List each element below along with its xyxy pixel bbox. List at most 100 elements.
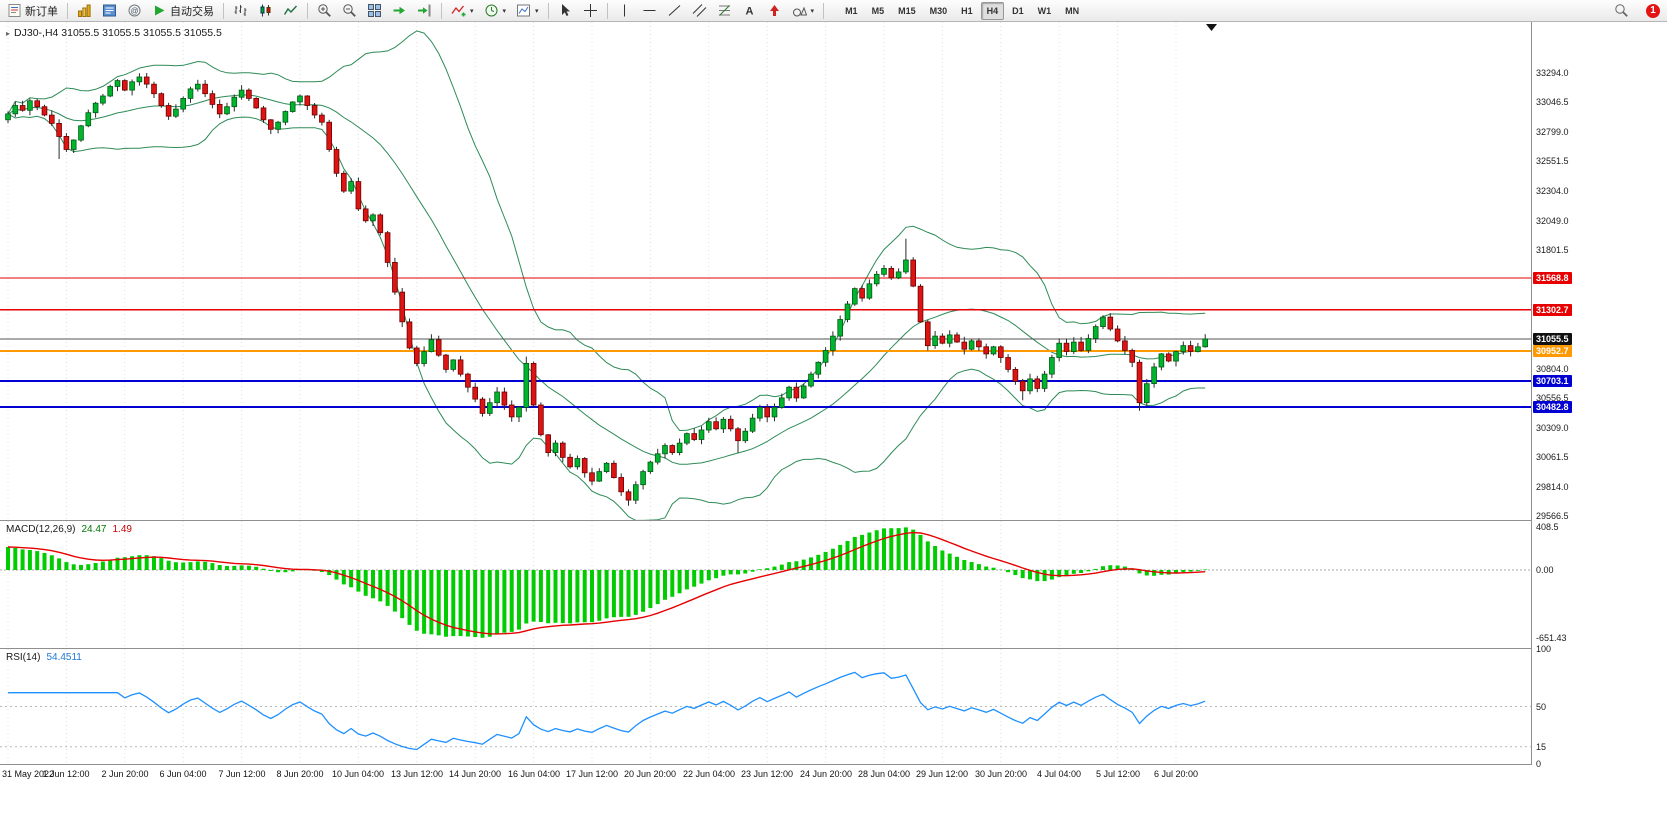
shapes-icon [792, 6, 807, 17]
cursor-icon [561, 4, 570, 16]
trendline-button[interactable] [663, 1, 686, 21]
timeframe-button-h4[interactable]: H4 [980, 1, 1005, 20]
notification-badge[interactable]: 1 [1646, 3, 1660, 18]
cursor-button[interactable] [554, 1, 577, 21]
panel-resize-separator[interactable] [0, 764, 1667, 765]
timeframe-button-d1[interactable]: D1 [1006, 2, 1030, 20]
svg-text:@: @ [130, 7, 138, 16]
chart-title: ▸ DJ30-,H4 31055.5 31055.5 31055.5 31055… [6, 27, 222, 39]
zoom-out-button[interactable] [338, 1, 361, 21]
macd-axis-label: 0.00 [1536, 565, 1554, 575]
macd-axis-label: 408.5 [1536, 522, 1559, 532]
time-axis-label: 5 Jul 12:00 [1095, 769, 1141, 779]
time-axis-label: 8 Jun 20:00 [276, 769, 324, 779]
templates-button[interactable]: ▾ [512, 1, 543, 21]
clock-icon [485, 4, 498, 17]
horizontal-price-lines [0, 277, 1531, 409]
time-axis-label: 23 Jun 12:00 [740, 769, 794, 779]
timeframe-button-w1[interactable]: W1 [1032, 2, 1058, 20]
tile-windows-button[interactable] [363, 1, 386, 21]
auto-trading-button[interactable]: 自动交易 [148, 1, 218, 21]
template-icon [517, 4, 531, 17]
chart-window: ▸ DJ30-,H4 31055.5 31055.5 31055.5 31055… [0, 22, 1667, 829]
horizontal-line-button[interactable] [638, 1, 661, 21]
toolbar-separator [223, 2, 224, 19]
price-axis-label: 32304.0 [1536, 186, 1569, 196]
toolbar-separator [441, 2, 442, 19]
toolbar-separator [547, 2, 549, 19]
new-order-button[interactable]: 新订单 [3, 1, 62, 21]
fibonacci-button[interactable] [713, 1, 736, 21]
chevron-down-icon: ▾ [502, 7, 507, 15]
text-button[interactable]: A [738, 1, 761, 21]
channel-button[interactable] [688, 1, 711, 21]
price-axis-label: 29566.5 [1536, 511, 1569, 521]
price-axis-label: 29814.0 [1536, 482, 1569, 492]
crosshair-icon [583, 4, 597, 17]
timeframe-button-m5[interactable]: M5 [866, 2, 891, 20]
macd-indicator-name: MACD(12,26,9) [6, 524, 76, 535]
zoom-out-icon [343, 4, 356, 17]
new-order-icon [8, 4, 21, 17]
price-axis-label: 33294.0 [1536, 68, 1569, 78]
timeframe-button-h1[interactable]: H1 [955, 2, 979, 20]
shapes-button[interactable]: ▾ [788, 1, 819, 21]
time-axis-label: 13 Jun 12:00 [390, 769, 444, 779]
timeframe-button-mn[interactable]: MN [1059, 2, 1085, 20]
timeframe-button-m30[interactable]: M30 [924, 2, 954, 20]
ohlc-bars-icon [234, 5, 247, 16]
report-button[interactable] [98, 1, 121, 21]
candlestick-chart-button[interactable] [254, 1, 277, 21]
price-badge-30952.7: 30952.7 [1533, 345, 1572, 357]
rsi-axis-label: 100 [1536, 644, 1552, 654]
chart-shift-icon [418, 4, 431, 17]
vertical-line-button[interactable] [613, 1, 636, 21]
play-icon [155, 5, 165, 16]
auto-scroll-button[interactable] [388, 1, 411, 21]
price-badge-31568.8: 31568.8 [1533, 272, 1572, 284]
time-axis-label: 10 Jun 04:00 [331, 769, 385, 779]
channel-icon [692, 4, 706, 17]
price-badge-30482.8: 30482.8 [1533, 401, 1572, 413]
bar-chart-button[interactable] [229, 1, 252, 21]
panel-resize-separator[interactable] [0, 520, 1667, 521]
toolbar: 新订单 @ 自动交易 [0, 0, 1667, 22]
price-axis-label: 32551.5 [1536, 156, 1569, 166]
new-order-label: 新订单 [25, 5, 58, 18]
line-chart-button[interactable] [279, 1, 302, 21]
search-button[interactable] [1610, 1, 1633, 21]
main-chart-canvas[interactable] [0, 22, 1531, 520]
gold-bars-icon [78, 4, 91, 17]
crosshair-button[interactable] [579, 1, 602, 21]
periods-button[interactable]: ▾ [480, 1, 511, 21]
price-axis-label: 30061.5 [1536, 452, 1569, 462]
timeframe-button-m15[interactable]: M15 [892, 2, 922, 20]
time-axis-label: 24 Jun 20:00 [799, 769, 853, 779]
rsi-panel-canvas[interactable] [0, 649, 1531, 764]
chart-shift-button[interactable] [413, 1, 436, 21]
indicators-button[interactable]: ▾ [447, 1, 478, 21]
time-axis-label: 29 Jun 12:00 [915, 769, 969, 779]
price-axis-label: 30804.0 [1536, 364, 1569, 374]
time-axis-label: 20 Jun 20:00 [623, 769, 677, 779]
candlestick-icon [260, 4, 271, 17]
vertical-line-icon [623, 4, 625, 17]
panel-resize-separator[interactable] [0, 648, 1667, 649]
macd-panel-canvas[interactable] [0, 521, 1531, 648]
timeframe-button-m1[interactable]: M1 [839, 2, 864, 20]
time-axis[interactable]: 31 May 2022 1 Jun 12:00 2 Jun 20:00 6 Jun 0… [0, 765, 1667, 783]
time-axis-label: 6 Jul 20:00 [1153, 769, 1199, 779]
time-axis-label: 22 Jun 04:00 [682, 769, 736, 779]
price-badge-30703.1: 30703.1 [1533, 375, 1572, 387]
charts-button[interactable] [73, 1, 96, 21]
zoom-in-button[interactable] [313, 1, 336, 21]
price-axis-label: 32049.0 [1536, 216, 1569, 226]
chart-shift-marker[interactable] [1206, 24, 1217, 31]
price-badge-31055.5: 31055.5 [1533, 333, 1572, 345]
svg-text:A: A [745, 6, 753, 18]
community-button[interactable]: @ [123, 1, 146, 21]
chevron-down-icon: ▾ [470, 7, 474, 15]
time-axis-label: 17 Jun 12:00 [565, 769, 619, 779]
price-axis[interactable]: 33294.0 33046.5 32799.0 32551.5 32304.0 32049… [1531, 22, 1667, 769]
arrows-button[interactable] [763, 1, 786, 21]
